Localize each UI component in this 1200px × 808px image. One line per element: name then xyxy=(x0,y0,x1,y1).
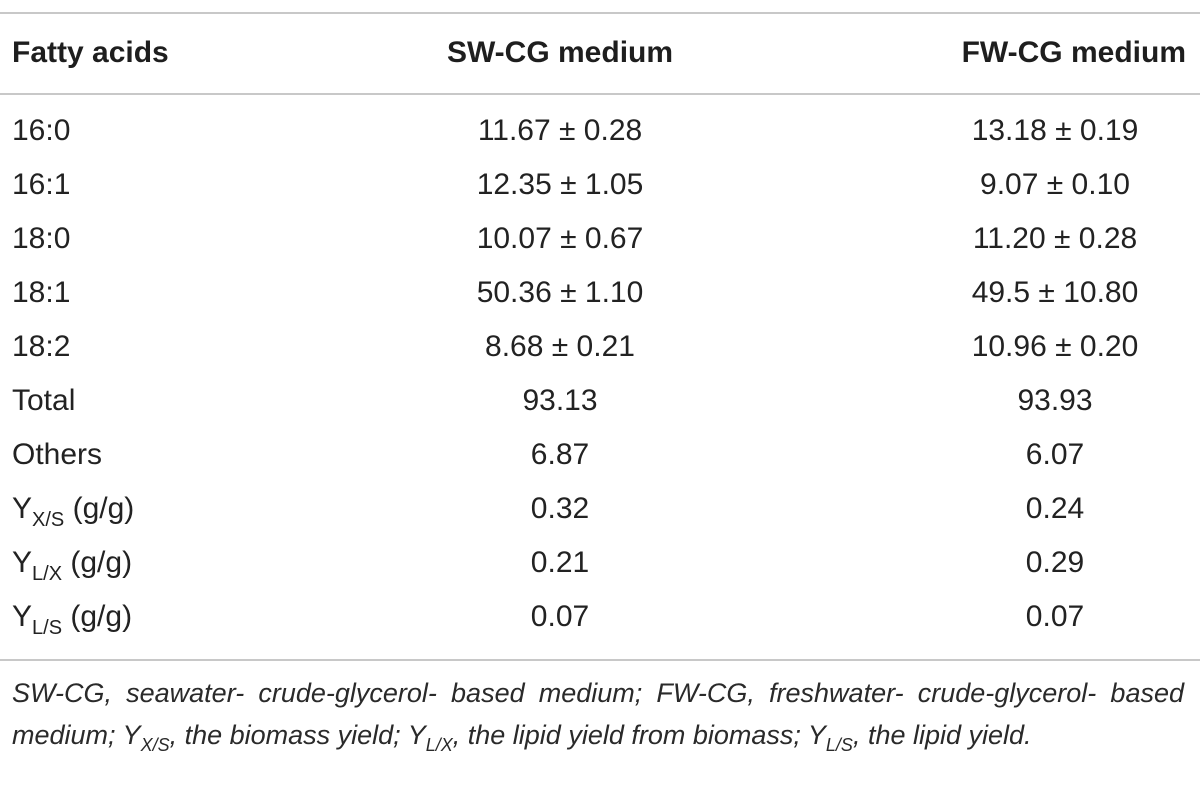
cell-fw-cg-value: 0.24 xyxy=(1025,492,1085,525)
cell-fw-cg-value: 0.29 xyxy=(1025,546,1085,579)
header-fatty-acids: Fatty acids xyxy=(12,36,169,69)
cell-label-subscript: L/X xyxy=(32,563,63,585)
table-row: 16:1 12.35 ± 1.05 9.07 ± 0.10 xyxy=(0,158,1200,212)
table-body: 16:0 11.67 ± 0.28 13.18 ± 0.19 16:1 12.35 ± … xyxy=(0,104,1200,644)
cell-sw-cg-value: 12.35 ± 1.05 xyxy=(476,168,644,201)
cell-fw-cg-value: 0.07 xyxy=(1025,600,1085,633)
table-bottom-rule xyxy=(0,659,1200,661)
cell-label: 18:0 xyxy=(12,222,71,255)
cell-fatty-acid: 16:1 xyxy=(12,158,392,212)
cell-label: Y xyxy=(12,492,33,525)
cell-sw-cg-value: 6.87 xyxy=(530,438,590,471)
footnote-text-4: , the lipid yield. xyxy=(852,720,1032,750)
table-header-row: Fatty acids SW-CG medium FW-CG medium xyxy=(0,28,1200,78)
cell-sw-cg-value: 10.07 ± 0.67 xyxy=(476,222,644,255)
cell-fw-cg-value: 10.96 ± 0.20 xyxy=(971,330,1139,363)
cell-fatty-acid: YX/S (g/g) xyxy=(12,482,392,539)
cell-label: 16:1 xyxy=(12,168,71,201)
cell-label: 18:2 xyxy=(12,330,71,363)
cell-label-unit: (g/g) xyxy=(62,600,133,633)
cell-fw-cg-value: 13.18 ± 0.19 xyxy=(971,114,1139,147)
cell-fw-cg-value: 93.93 xyxy=(1017,384,1093,417)
cell-sw-cg-value: 50.36 ± 1.10 xyxy=(476,276,644,309)
cell-label: Y xyxy=(12,546,33,579)
table-footnote: SW-CG, seawater- crude-glycerol- based m… xyxy=(12,672,1184,759)
table-top-rule xyxy=(0,12,1200,14)
footnote-text-3: , the lipid yield from biomass; Y xyxy=(452,720,826,750)
cell-label: 16:0 xyxy=(12,114,71,147)
cell-sw-cg-value: 0.32 xyxy=(530,492,590,525)
footnote-text-2: , the biomass yield; Y xyxy=(169,720,426,750)
footnote-sub-3: L/S xyxy=(825,735,853,755)
cell-fw-cg-value: 6.07 xyxy=(1025,438,1085,471)
cell-fatty-acid: 16:0 xyxy=(12,104,392,158)
cell-fatty-acid: 18:1 xyxy=(12,266,392,320)
cell-label-unit: (g/g) xyxy=(64,492,135,525)
cell-fw-cg-value: 49.5 ± 10.80 xyxy=(971,276,1139,309)
table-header-rule xyxy=(0,93,1200,95)
table-row: 18:1 50.36 ± 1.10 49.5 ± 10.80 xyxy=(0,266,1200,320)
cell-fatty-acid: 18:2 xyxy=(12,320,392,374)
table-row: YX/S (g/g) 0.32 0.24 xyxy=(0,482,1200,536)
cell-fw-cg-value: 9.07 ± 0.10 xyxy=(980,168,1130,201)
cell-fatty-acid: YL/S (g/g) xyxy=(12,590,392,647)
header-fw-cg-medium: FW-CG medium xyxy=(961,36,1186,69)
cell-fatty-acid: 18:0 xyxy=(12,212,392,266)
cell-label: Y xyxy=(12,600,33,633)
cell-label-subscript: X/S xyxy=(32,509,65,531)
header-sw-cg-medium: SW-CG medium xyxy=(446,36,674,69)
table-row: Others 6.87 6.07 xyxy=(0,428,1200,482)
cell-label-subscript: L/S xyxy=(32,617,63,639)
footnote-sub-2: L/X xyxy=(425,735,453,755)
table-row: 16:0 11.67 ± 0.28 13.18 ± 0.19 xyxy=(0,104,1200,158)
cell-label: Others xyxy=(12,438,103,471)
footnote-text-1: SW-CG, seawater- crude-glycerol- based m… xyxy=(12,678,1184,750)
cell-label-unit: (g/g) xyxy=(62,546,133,579)
cell-label: 18:1 xyxy=(12,276,71,309)
cell-fatty-acid: YL/X (g/g) xyxy=(12,536,392,593)
footnote-sub-1: X/S xyxy=(140,735,170,755)
table-row: YL/X (g/g) 0.21 0.29 xyxy=(0,536,1200,590)
cell-sw-cg-value: 0.21 xyxy=(530,546,590,579)
cell-fw-cg-value: 11.20 ± 0.28 xyxy=(972,222,1138,255)
table-row: 18:2 8.68 ± 0.21 10.96 ± 0.20 xyxy=(0,320,1200,374)
cell-sw-cg-value: 8.68 ± 0.21 xyxy=(485,330,635,363)
cell-fatty-acid: Total xyxy=(12,374,392,428)
cell-label: Total xyxy=(12,384,76,417)
table-row: YL/S (g/g) 0.07 0.07 xyxy=(0,590,1200,644)
cell-fatty-acid: Others xyxy=(12,428,392,482)
cell-sw-cg-value: 0.07 xyxy=(530,600,590,633)
cell-sw-cg-value: 93.13 xyxy=(522,384,598,417)
cell-sw-cg-value: 11.67 ± 0.28 xyxy=(477,114,643,147)
table-row: Total 93.13 93.93 xyxy=(0,374,1200,428)
table-row: 18:0 10.07 ± 0.67 11.20 ± 0.28 xyxy=(0,212,1200,266)
